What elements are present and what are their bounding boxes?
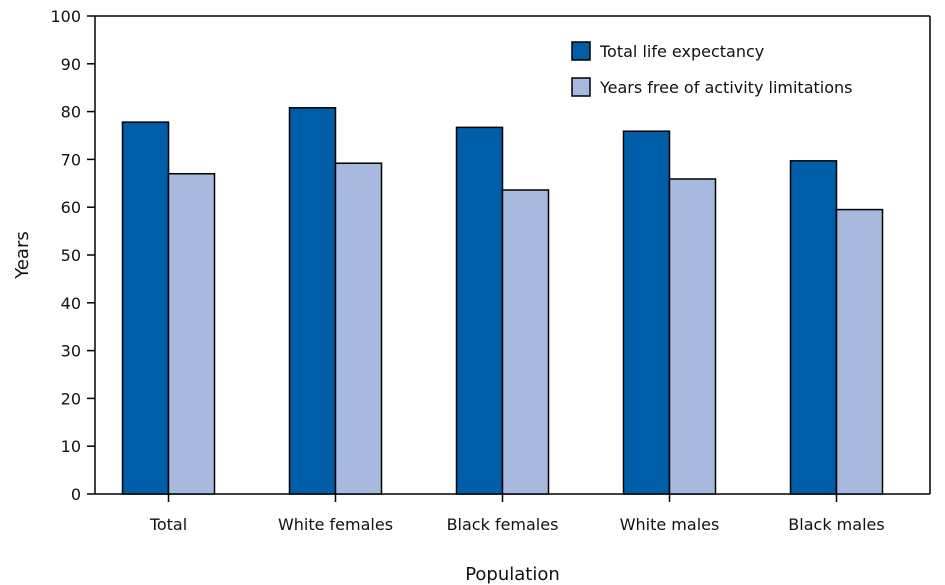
y-tick-label: 30 xyxy=(61,342,81,361)
y-tick-label: 20 xyxy=(61,389,81,408)
legend-swatch xyxy=(571,77,591,97)
legend-label: Years free of activity limitations xyxy=(599,78,852,97)
bar-years-free-of-activity-limitations xyxy=(835,208,884,495)
y-tick-labels: 0 10 20 30 40 50 60 70 80 90 100 xyxy=(50,7,81,504)
bar-years-free-of-activity-limitations xyxy=(668,178,717,495)
x-tick-label: Black males xyxy=(788,515,884,534)
bar-total-life-expectancy xyxy=(288,107,337,495)
legend-swatch xyxy=(571,41,591,61)
bar-years-free-of-activity-limitations xyxy=(167,172,216,495)
bar-years-free-of-activity-limitations xyxy=(501,189,550,495)
y-tick-label: 60 xyxy=(61,198,81,217)
y-tick-label: 40 xyxy=(61,294,81,313)
bar-total-life-expectancy xyxy=(789,160,838,495)
y-tick-label: 100 xyxy=(50,7,81,26)
y-tick-label: 90 xyxy=(61,55,81,74)
y-axis-title: Years xyxy=(12,231,33,280)
bar-total-life-expectancy xyxy=(622,130,671,495)
y-tick-label: 0 xyxy=(71,485,81,504)
x-tick-label: Total xyxy=(149,515,187,534)
y-tick-label: 70 xyxy=(61,150,81,169)
y-tick-label: 80 xyxy=(61,103,81,122)
y-tick-label: 10 xyxy=(61,437,81,456)
x-tick-label: White females xyxy=(278,515,393,534)
x-tick-labels: Total White females Black females White mal… xyxy=(149,515,885,534)
x-tick-label: Black females xyxy=(447,515,559,534)
x-axis-title: Population xyxy=(465,564,560,585)
y-tick-label: 50 xyxy=(61,246,81,265)
bars xyxy=(121,107,884,495)
x-tick-label: White males xyxy=(620,515,720,534)
legend: Total life expectancy Years free of activ… xyxy=(571,41,852,97)
bar-years-free-of-activity-limitations xyxy=(334,162,383,495)
bar-total-life-expectancy xyxy=(455,126,504,495)
legend-label: Total life expectancy xyxy=(599,42,764,61)
bar-total-life-expectancy xyxy=(121,121,170,495)
